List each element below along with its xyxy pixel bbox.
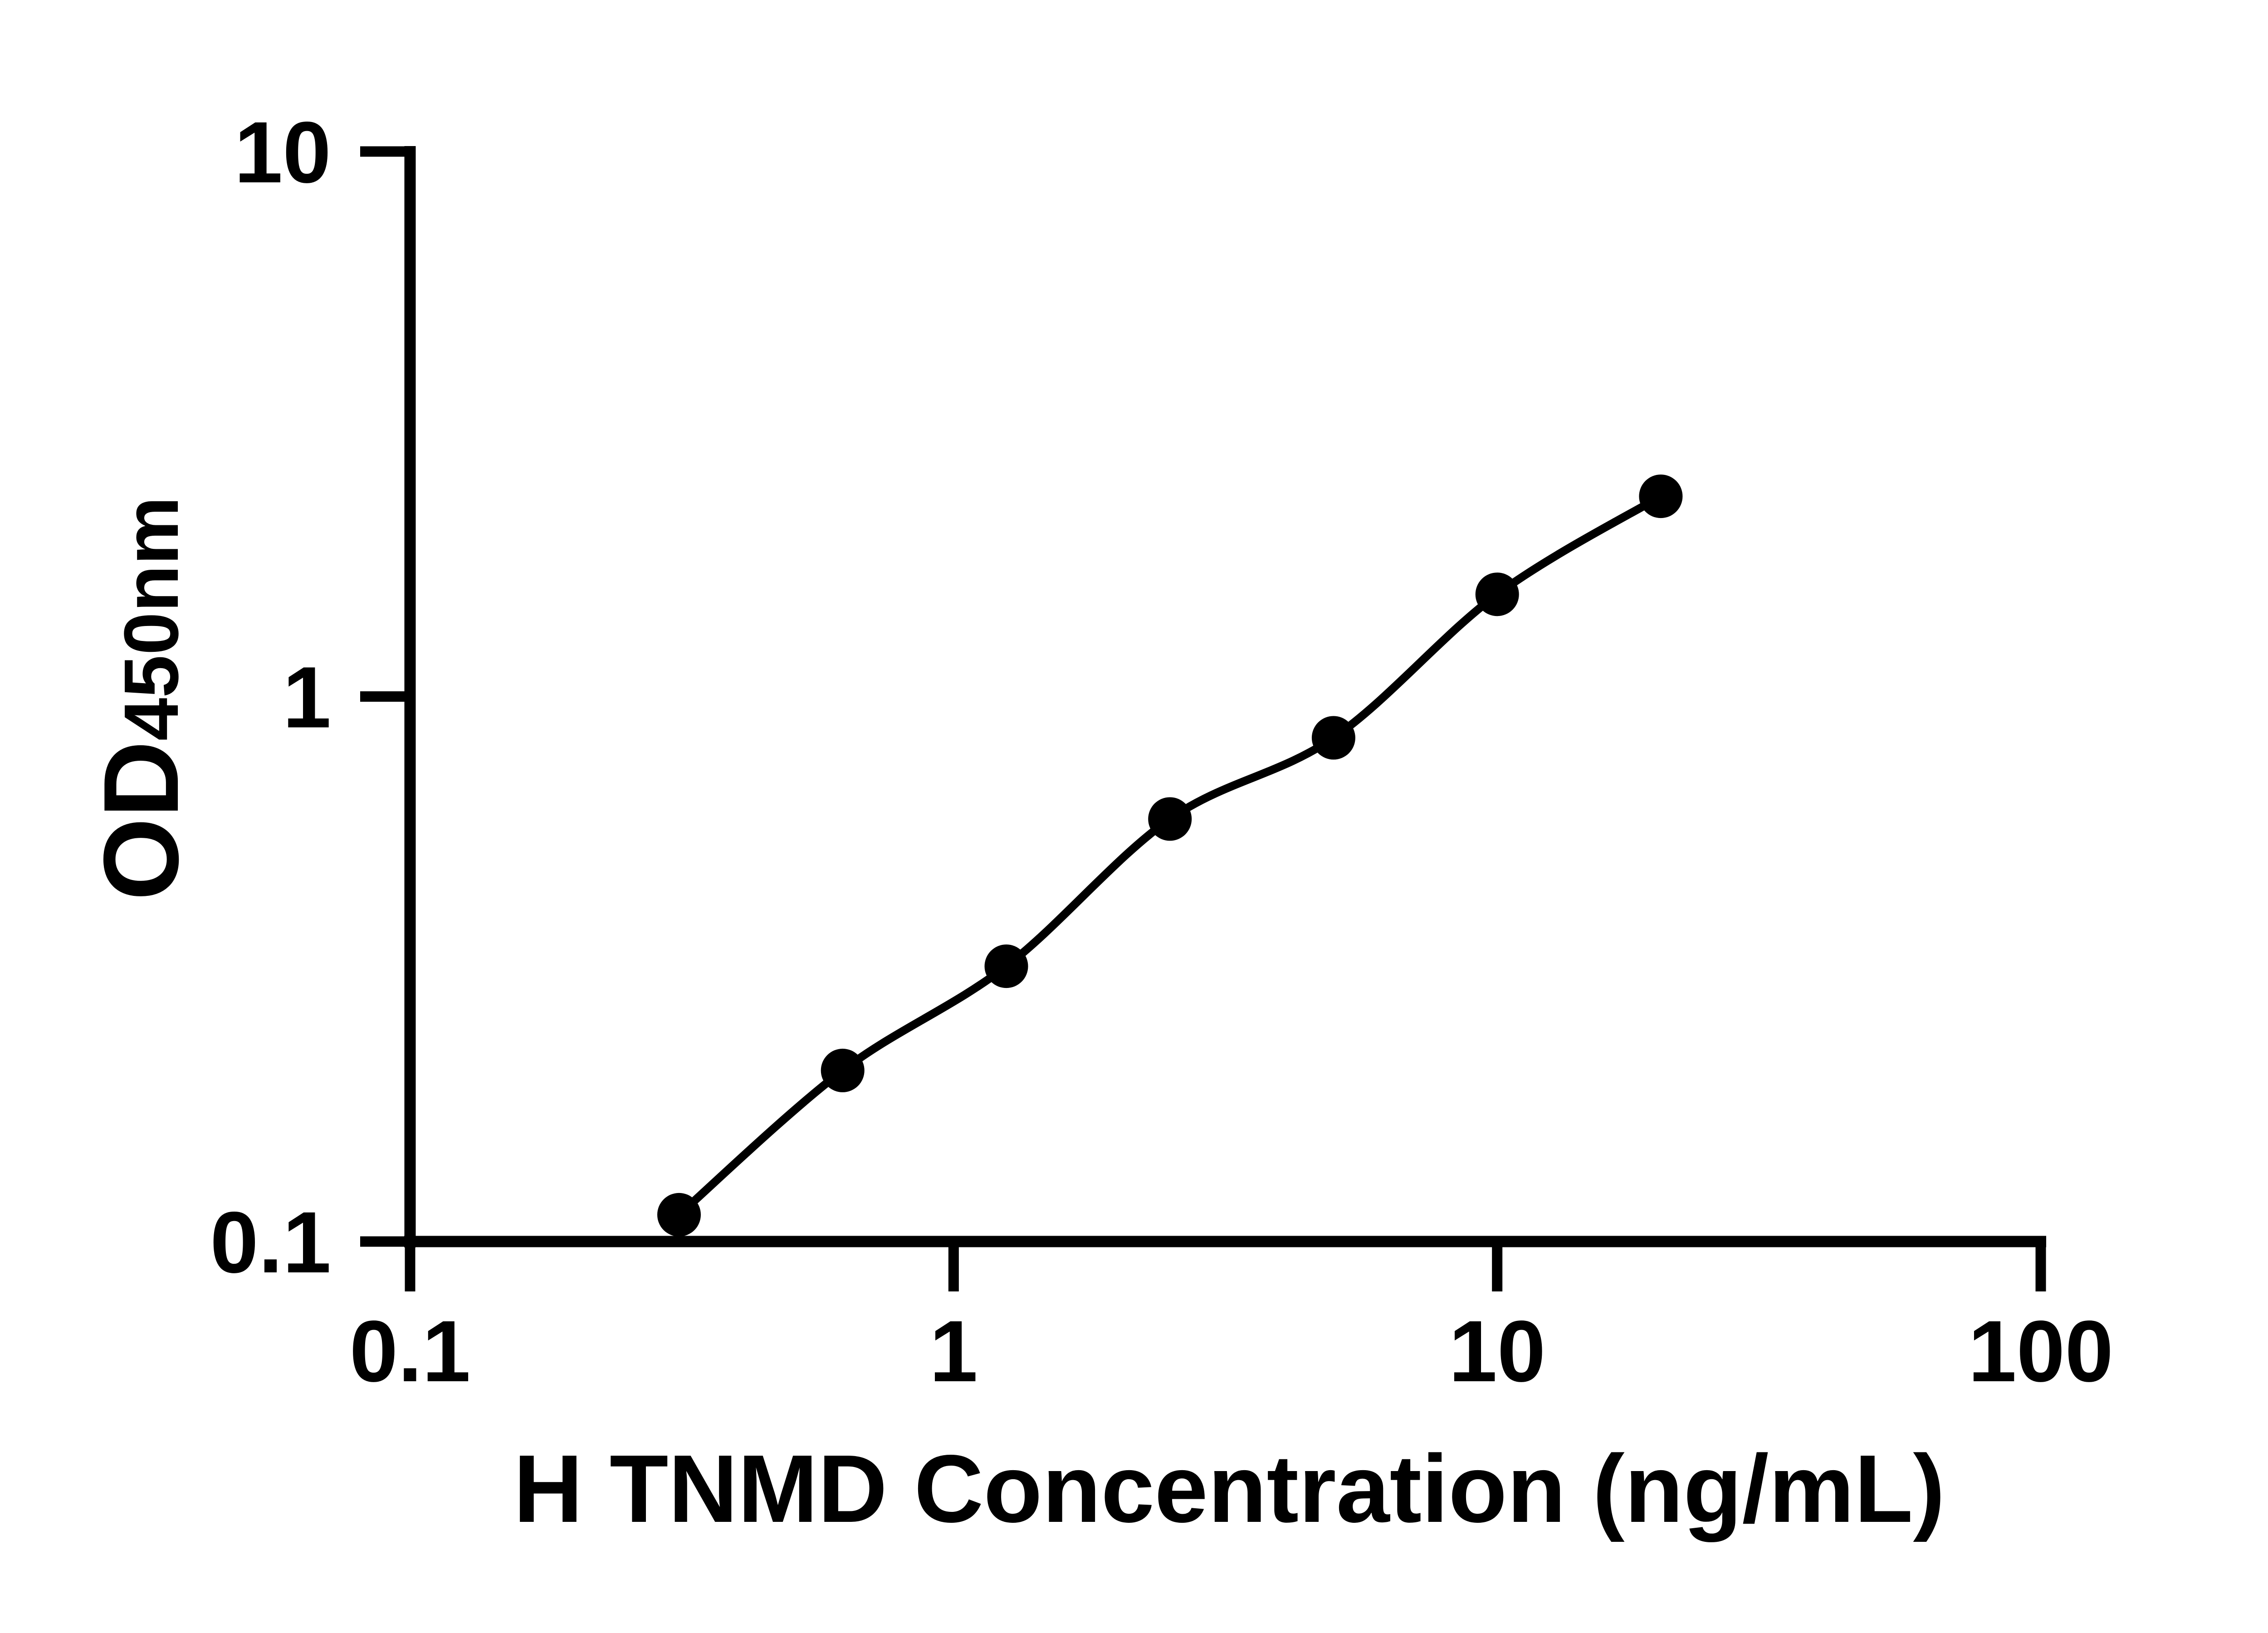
y-tick-label: 1 bbox=[283, 649, 331, 746]
y-axis-title: OD450nm bbox=[81, 496, 200, 900]
standard-curve-series bbox=[657, 474, 1683, 1237]
axes: 0.1 1 10 0.1 1 10 100 bbox=[210, 103, 2113, 1400]
x-axis-title: H TNMD Concentration (ng/mL) bbox=[513, 1435, 1945, 1542]
y-axis-title-main: OD bbox=[81, 741, 200, 901]
x-tick-label: 10 bbox=[1449, 1302, 1546, 1400]
data-points bbox=[657, 474, 1683, 1237]
y-tick-label: 0.1 bbox=[210, 1193, 331, 1291]
x-tick-label: 1 bbox=[929, 1302, 978, 1400]
data-point-marker bbox=[1311, 716, 1355, 760]
x-tick-label: 0.1 bbox=[350, 1302, 471, 1400]
data-point-marker bbox=[1148, 797, 1192, 841]
data-point-marker bbox=[821, 1048, 865, 1092]
y-axis-ticks: 0.1 1 10 bbox=[210, 103, 410, 1291]
data-point-marker bbox=[657, 1193, 701, 1237]
data-point-marker bbox=[1475, 572, 1519, 616]
x-tick-label: 100 bbox=[1968, 1302, 2113, 1400]
x-axis-ticks: 0.1 1 10 100 bbox=[350, 1242, 2113, 1400]
y-tick-label: 10 bbox=[234, 103, 331, 201]
data-point-marker bbox=[1639, 474, 1683, 518]
data-point-marker bbox=[984, 944, 1028, 988]
y-axis-title-subscript: 450nm bbox=[108, 496, 195, 741]
